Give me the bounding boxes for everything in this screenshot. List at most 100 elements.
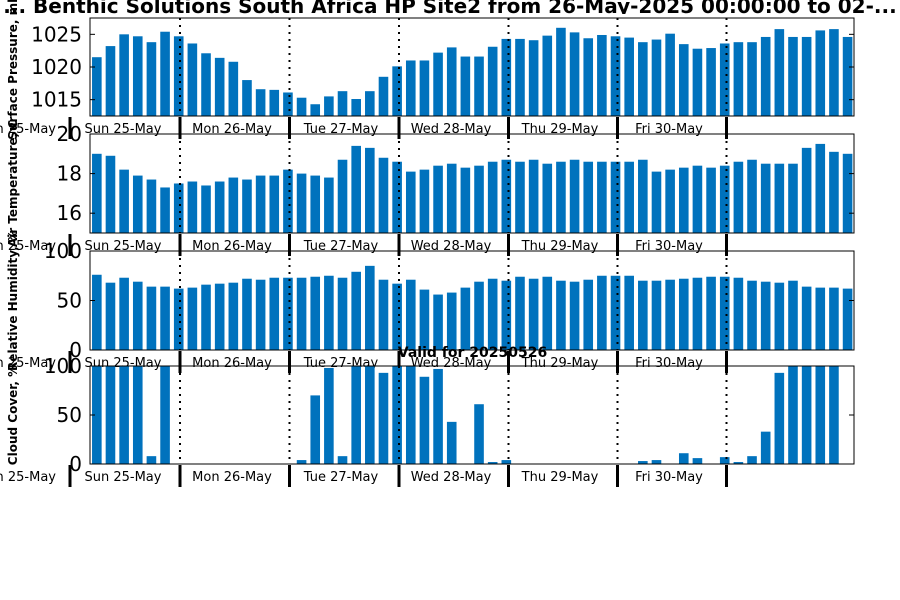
bar-pressure-0 xyxy=(92,57,102,116)
bar-pressure-51 xyxy=(788,36,798,117)
bar-pressure-45 xyxy=(706,48,716,116)
bar-humidity-42 xyxy=(665,279,675,350)
bar-humidity-20 xyxy=(365,265,375,350)
bar-pressure-46 xyxy=(719,43,730,117)
date-label-pressure-1: Mon 26-May xyxy=(192,122,272,137)
bar-humidity-33 xyxy=(542,276,553,350)
bar-cloud-cover-17 xyxy=(324,367,334,464)
bar-humidity-15 xyxy=(296,277,307,350)
date-label-pressure-2: Tue 27-May xyxy=(303,122,379,137)
bar-temperature-34 xyxy=(556,161,566,233)
bar-temperature-16 xyxy=(310,175,321,233)
bar-temperature-48 xyxy=(747,159,757,233)
bar-pressure-47 xyxy=(733,42,744,116)
bar-humidity-17 xyxy=(324,275,334,350)
bar-humidity-49 xyxy=(760,281,771,350)
bar-temperature-50 xyxy=(774,163,785,233)
bar-temperature-8 xyxy=(201,185,211,233)
date-label-temperature-2: Tue 27-May xyxy=(303,239,379,254)
bar-temperature-55 xyxy=(842,153,853,233)
bar-pressure-20 xyxy=(365,91,375,116)
bar-pressure-24 xyxy=(419,60,430,116)
bar-temperature-11 xyxy=(242,179,252,233)
date-label-partial-temperature: n 25-May xyxy=(0,239,56,254)
bar-cloud-cover-18 xyxy=(337,456,348,464)
bar-temperature-28 xyxy=(474,165,484,233)
date-label-cloud-cover-0: Sun 25-May xyxy=(85,470,162,485)
bar-pressure-39 xyxy=(624,37,634,116)
bar-cloud-cover-53 xyxy=(815,366,826,464)
bar-temperature-46 xyxy=(719,165,730,233)
bar-cloud-cover-3 xyxy=(132,366,143,464)
bar-temperature-2 xyxy=(119,169,129,233)
ylabel-temperature: Air Temperature, C xyxy=(6,120,20,248)
bar-pressure-19 xyxy=(351,99,361,116)
bar-humidity-36 xyxy=(583,279,594,350)
bar-pressure-29 xyxy=(487,46,498,116)
bar-pressure-54 xyxy=(829,29,839,116)
bar-cloud-cover-43 xyxy=(678,453,689,464)
bar-temperature-5 xyxy=(160,187,170,233)
bar-pressure-16 xyxy=(310,104,321,116)
bar-temperature-13 xyxy=(269,175,280,233)
bar-pressure-8 xyxy=(201,53,211,116)
date-label-humidity-1: Mon 26-May xyxy=(192,356,272,371)
bar-humidity-26 xyxy=(446,292,457,350)
bar-cloud-cover-15 xyxy=(296,460,307,464)
bar-temperature-21 xyxy=(378,157,389,233)
bar-humidity-32 xyxy=(528,278,539,350)
date-label-humidity-4: Thu 29-May xyxy=(521,356,599,371)
ytick-label-temperature-0: 16 xyxy=(57,201,82,225)
bar-pressure-4 xyxy=(146,42,157,116)
bar-cloud-cover-50 xyxy=(774,372,785,464)
bar-humidity-11 xyxy=(242,278,252,350)
bar-temperature-6 xyxy=(173,183,184,233)
bar-pressure-44 xyxy=(692,48,703,116)
bar-cloud-cover-29 xyxy=(487,462,498,464)
valid-label: Valid for 20250526 xyxy=(397,345,548,361)
bar-pressure-27 xyxy=(460,56,471,116)
bar-humidity-19 xyxy=(351,271,361,350)
bar-humidity-40 xyxy=(638,280,648,350)
bar-humidity-8 xyxy=(201,284,211,350)
bar-cloud-cover-5 xyxy=(160,366,170,464)
bar-humidity-31 xyxy=(515,276,525,350)
bar-pressure-53 xyxy=(815,30,826,116)
bar-pressure-23 xyxy=(405,60,416,116)
bar-cloud-cover-20 xyxy=(365,366,375,464)
axes-frame-temperature xyxy=(89,133,855,234)
bar-pressure-32 xyxy=(528,40,539,116)
bar-temperature-31 xyxy=(515,161,525,233)
bar-temperature-12 xyxy=(255,175,266,233)
bar-temperature-23 xyxy=(405,171,416,233)
chart-title: ... Benthic Solutions South Africa HP Si… xyxy=(3,0,897,14)
bar-temperature-51 xyxy=(788,163,798,233)
bar-pressure-7 xyxy=(187,43,198,117)
bar-pressure-17 xyxy=(324,96,334,116)
bar-humidity-50 xyxy=(774,282,785,350)
ylabel-pressure: Surface Pressure, mb xyxy=(6,0,20,140)
date-label-cloud-cover-5: Fri 30-May xyxy=(635,470,703,485)
bar-cloud-cover-40 xyxy=(638,461,648,464)
bar-cloud-cover-22 xyxy=(392,366,402,464)
bar-humidity-43 xyxy=(678,278,689,350)
bar-pressure-49 xyxy=(760,36,771,117)
bar-humidity-25 xyxy=(433,294,443,350)
bar-temperature-30 xyxy=(501,159,512,233)
bar-humidity-44 xyxy=(692,277,703,350)
date-label-temperature-3: Wed 28-May xyxy=(411,239,492,254)
axes-frame-cloud-cover xyxy=(89,365,855,465)
bar-pressure-26 xyxy=(446,47,457,116)
bar-temperature-38 xyxy=(610,161,621,233)
bar-cloud-cover-46 xyxy=(719,457,730,464)
bar-temperature-43 xyxy=(678,167,689,233)
bar-cloud-cover-52 xyxy=(801,366,812,464)
date-label-cloud-cover-3: Wed 28-May xyxy=(411,470,492,485)
bar-temperature-9 xyxy=(214,181,225,233)
bar-humidity-22 xyxy=(392,283,402,350)
ytick-label-pressure-0: 1015 xyxy=(31,88,82,112)
bar-cloud-cover-51 xyxy=(788,366,798,464)
bar-pressure-34 xyxy=(556,27,566,116)
bar-pressure-28 xyxy=(474,56,484,116)
